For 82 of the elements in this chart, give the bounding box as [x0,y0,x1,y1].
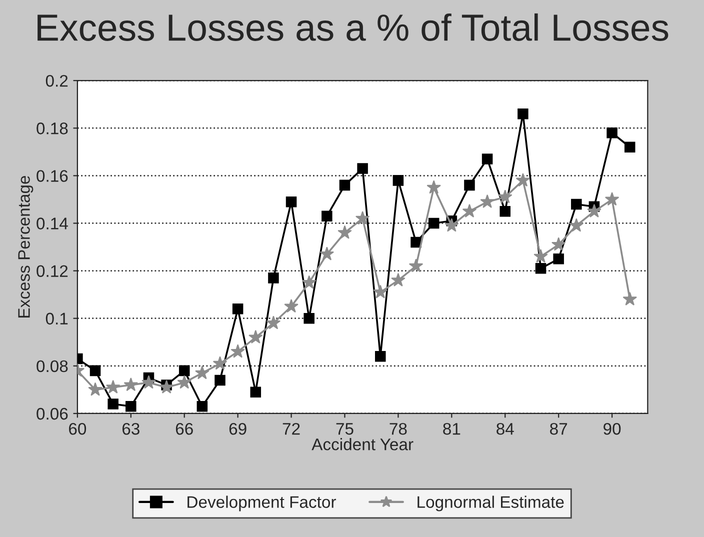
point [551,237,566,251]
point [232,303,244,314]
point [248,330,263,344]
point [355,211,370,225]
point [196,400,208,412]
point [571,198,582,210]
point [426,180,441,194]
y-tick-label: 0.12 [36,265,68,278]
chart-title: Excess Losses as a % of Total Losses [38,13,668,41]
point [357,163,368,174]
x-tick-label: 69 [229,422,246,435]
y-tick-label: 0.14 [36,218,68,230]
point [391,272,406,286]
point [195,366,210,380]
point [304,312,314,324]
point [286,196,297,208]
point [569,218,584,232]
point [142,375,156,389]
point [624,142,636,153]
point [230,344,245,358]
point [90,365,101,376]
point [375,351,386,362]
legend-label: Lognormal Estimate [418,496,564,512]
point [516,172,530,187]
point [268,272,279,284]
x-tick-label: 90 [604,422,621,435]
point [88,382,102,396]
point [604,192,620,206]
point [126,400,136,412]
point [606,127,618,138]
x-tick-label: 81 [443,422,460,435]
point [124,377,138,392]
point [622,292,637,306]
point [392,175,404,186]
y-tick-label: 0.1 [46,312,68,325]
y-tick-label: 0.2 [46,74,68,87]
x-axis-title: Accident Year [312,438,414,450]
x-tick-label: 78 [390,422,407,435]
point [444,218,459,232]
x-tick-label: 75 [336,423,354,435]
x-tick-label: 87 [550,422,568,435]
point [462,204,477,218]
point [373,284,388,298]
x-tick-label: 84 [496,422,514,435]
point [480,194,494,208]
x-tick-label: 63 [122,422,140,435]
y-tick-label: 0.18 [36,122,68,134]
point [408,258,424,272]
point [534,249,548,263]
point [178,365,190,376]
point [553,254,564,264]
point [410,236,422,248]
point [108,398,118,410]
point [587,204,602,218]
point [320,246,334,260]
point [159,380,174,394]
x-tick-label: 60 [69,422,86,435]
y-tick-label: 0.06 [36,408,68,420]
point [535,263,546,274]
point [498,190,512,204]
point [266,316,281,330]
point [284,299,298,313]
point [338,225,352,239]
point [482,154,493,164]
point [302,275,316,289]
legend-label: Development Factor [188,496,336,512]
y-tick-label: 0.08 [36,360,68,372]
point [106,380,120,394]
y-axis-title: Excess Percentage [18,176,34,318]
point [214,374,226,386]
point [339,180,350,191]
point [500,206,510,217]
x-tick-label: 72 [282,422,300,435]
point [322,210,332,222]
point [464,180,475,191]
point [177,375,192,389]
point [212,356,228,370]
x-tick-label: 66 [176,422,193,435]
point [518,108,528,120]
point [428,218,440,229]
point [250,386,262,398]
y-tick-label: 0.16 [36,170,68,182]
